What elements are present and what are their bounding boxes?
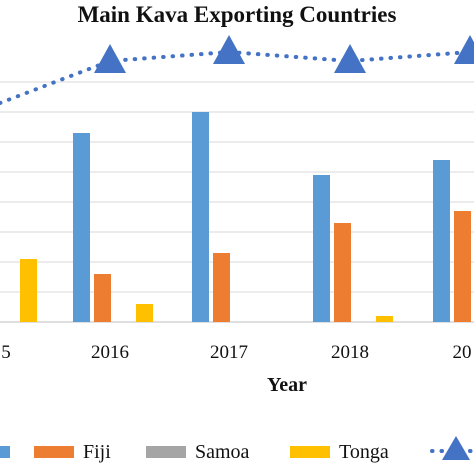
bar [454, 211, 471, 322]
legend-label: Fiji [83, 441, 111, 463]
bar [20, 259, 37, 322]
legend-label: Tonga [339, 441, 389, 463]
bar [376, 316, 393, 322]
x-tick-label: 2017 [210, 342, 248, 363]
legend-swatch [34, 446, 74, 458]
chart-title: Main Kava Exporting Countries [77, 2, 397, 27]
line-marker [454, 35, 474, 64]
line-marker [334, 44, 366, 73]
x-tick-label: 2016 [91, 342, 129, 363]
bar [213, 253, 230, 322]
legend-label: Samoa [195, 441, 250, 463]
x-tick-label: 5 [1, 342, 11, 363]
x-axis-title: Year [267, 374, 307, 396]
line-marker [94, 44, 126, 73]
bar [313, 175, 330, 322]
bar [192, 112, 209, 322]
x-tick-label: 2018 [331, 342, 369, 363]
bar [73, 133, 90, 322]
legend-swatch [0, 446, 10, 458]
bar [334, 223, 351, 322]
legend-swatch [146, 446, 186, 458]
bar [433, 160, 450, 322]
bar [94, 274, 111, 322]
line-marker [213, 35, 245, 64]
bar [136, 304, 153, 322]
x-tick-label: 20 [453, 342, 472, 363]
legend-swatch [290, 446, 330, 458]
legend-marker [442, 436, 470, 460]
